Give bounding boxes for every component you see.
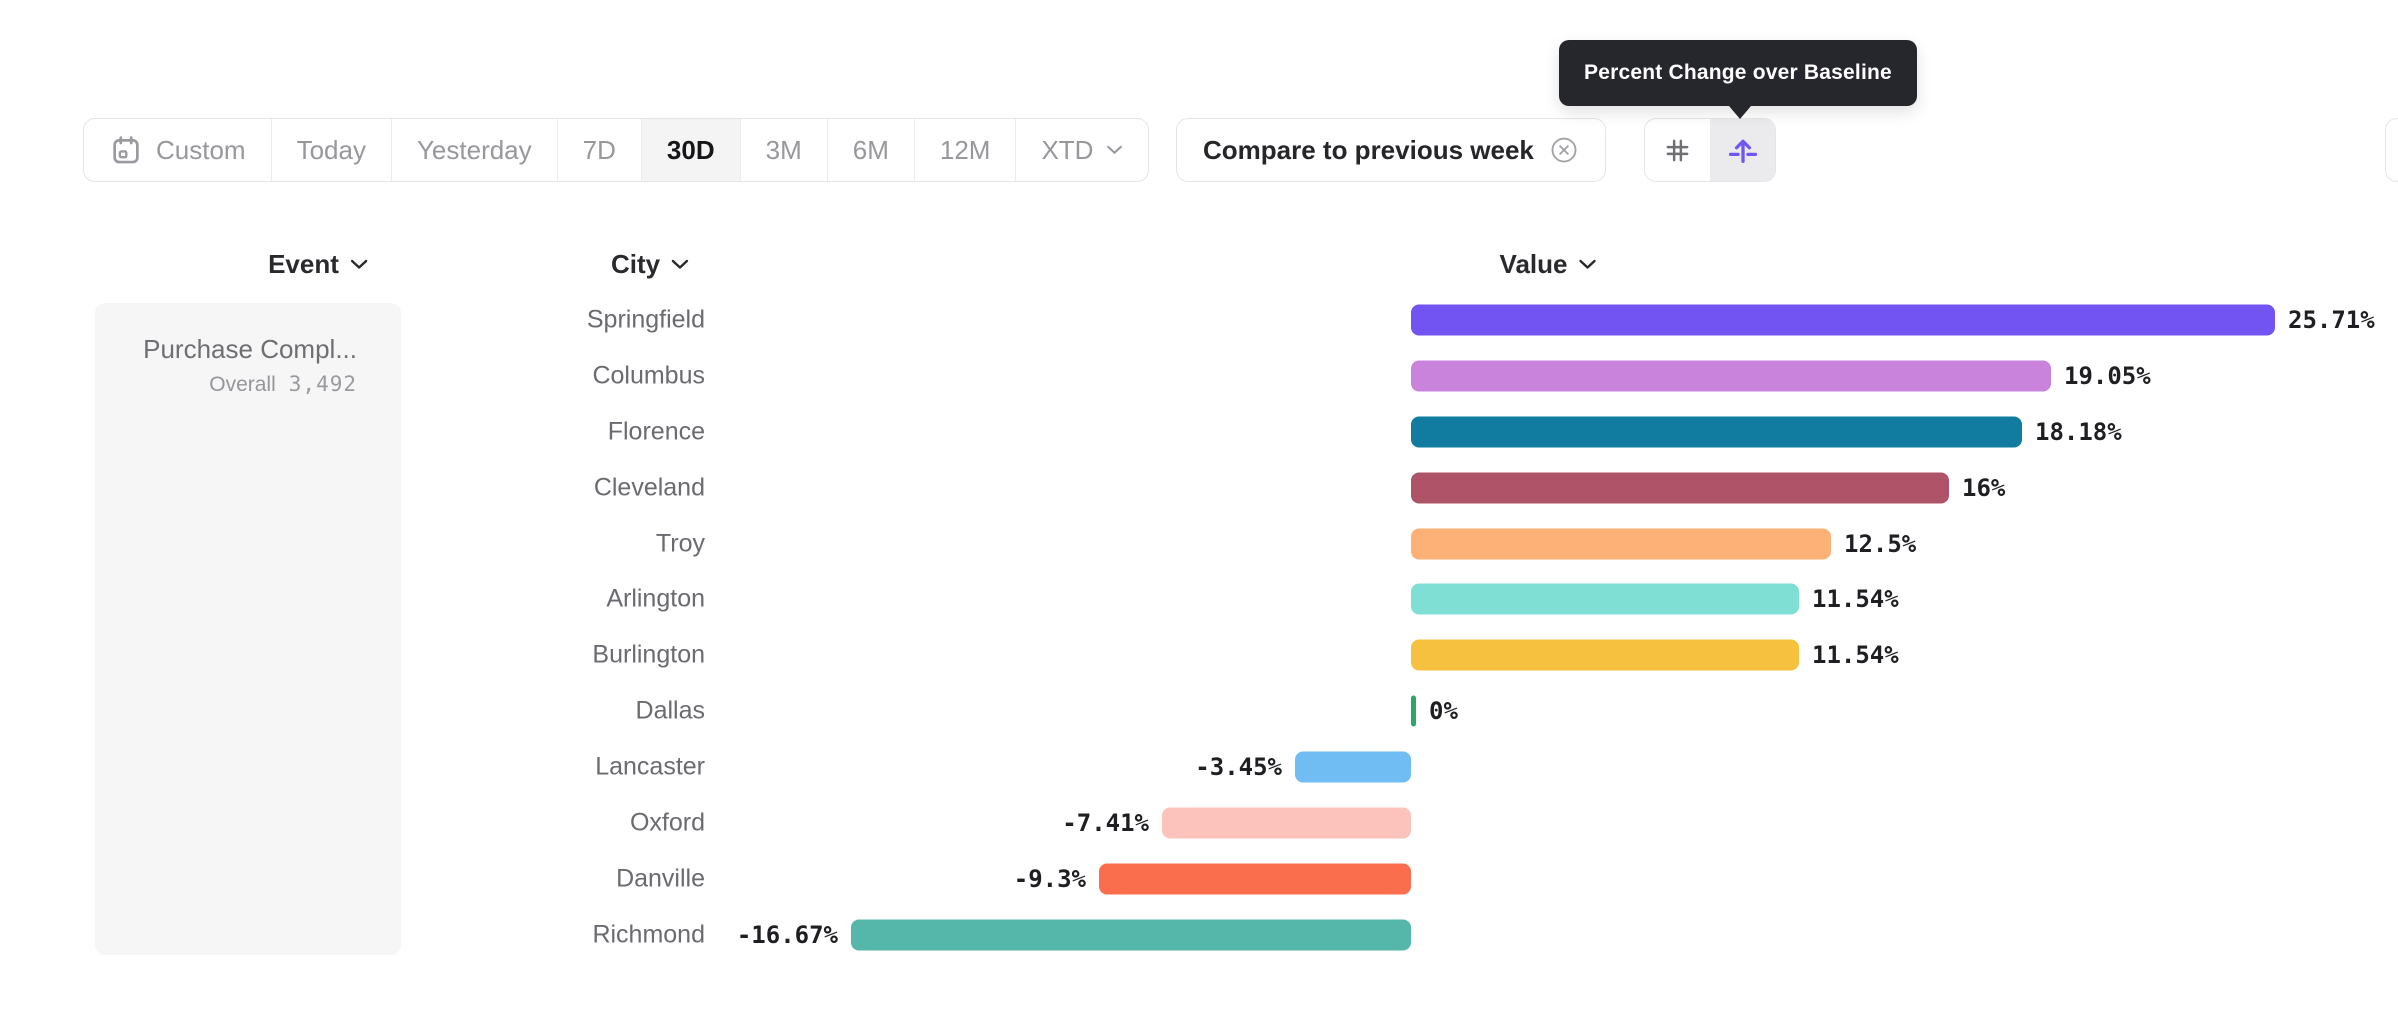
date-range-xtd[interactable]: XTD (1016, 119, 1148, 181)
value-bar[interactable] (1411, 360, 2051, 392)
value-label: -7.41% (1062, 808, 1149, 837)
event-overall-value: 3,492 (288, 372, 357, 397)
value-label: -16.67% (736, 920, 838, 949)
view-toggle-group (1644, 118, 1776, 182)
table-row: Dallas 0% (0, 683, 2398, 739)
table-row: Danville -9.3% (0, 851, 2398, 907)
baseline-arrow-icon (1725, 132, 1761, 168)
city-label: Lancaster (595, 752, 705, 781)
table-row: Cleveland 16% (0, 460, 2398, 516)
baseline-view-toggle[interactable] (1710, 119, 1775, 181)
city-label: Arlington (606, 584, 705, 613)
table-row: Florence 18.18% (0, 404, 2398, 460)
value-label: 11.54% (1812, 641, 1899, 670)
event-overall-label: Overall (209, 373, 276, 397)
tooltip-percent-change: Percent Change over Baseline (1559, 40, 1917, 119)
table-row: Oxford -7.41% (0, 795, 2398, 851)
value-bar[interactable] (1411, 639, 1799, 671)
value-label: 0% (1429, 697, 1458, 726)
compare-label: Compare to previous week (1203, 134, 1534, 165)
value-bar[interactable] (1411, 695, 1416, 727)
date-range-label: 30D (666, 134, 715, 165)
city-label: Columbus (592, 361, 705, 390)
date-range-label: 6M (852, 134, 889, 165)
value-bar[interactable] (1099, 863, 1411, 895)
date-range-12m[interactable]: 12M (915, 119, 1017, 181)
column-header-city[interactable]: City (611, 249, 689, 280)
tooltip-text: Percent Change over Baseline (1584, 61, 1892, 84)
value-bar[interactable] (1162, 807, 1411, 839)
value-bar[interactable] (1411, 304, 2275, 336)
column-header-value[interactable]: Value (1500, 249, 1597, 280)
chevron-down-icon (671, 259, 689, 270)
date-range-30d[interactable]: 30D (641, 119, 741, 181)
table-row: Troy 12.5% (0, 516, 2398, 572)
date-range-label: 3M (765, 134, 802, 165)
date-range-yesterday[interactable]: Yesterday (392, 119, 558, 181)
bar-chart: Springfield 25.71% Columbus 19.05% Florence 1… (0, 292, 2398, 963)
chevron-down-icon (1106, 145, 1123, 155)
date-range-label: Custom (156, 134, 246, 165)
date-range-custom[interactable]: Custom (84, 119, 272, 181)
compare-button[interactable]: Compare to previous week (1176, 118, 1606, 182)
city-label: Cleveland (593, 473, 705, 502)
city-label: Troy (655, 529, 705, 557)
table-row: Arlington 11.54% (0, 571, 2398, 627)
date-range-3m[interactable]: 3M (741, 119, 828, 181)
date-range-label: 12M (939, 134, 991, 165)
grid-view-toggle[interactable] (1645, 119, 1710, 181)
table-row: Lancaster -3.45% (0, 739, 2398, 795)
value-label: 12.5% (1844, 529, 1917, 558)
value-bar[interactable] (1411, 472, 1949, 504)
value-label: -3.45% (1195, 753, 1282, 782)
city-label: Richmond (592, 920, 705, 949)
city-label: Oxford (629, 808, 705, 837)
table-row: Columbus 19.05% (0, 348, 2398, 404)
city-label: Florence (607, 417, 705, 446)
value-label: 11.54% (1812, 585, 1899, 614)
grid-icon (1662, 135, 1693, 166)
edge-partial-button[interactable] (2385, 118, 2398, 182)
table-row: Springfield 25.71% (0, 292, 2398, 348)
value-bar[interactable] (1411, 583, 1799, 615)
column-header-event[interactable]: Event (268, 249, 368, 280)
event-title: Purchase Compl... (143, 334, 357, 364)
city-label: Springfield (586, 305, 705, 334)
date-range-label: XTD (1041, 134, 1094, 165)
city-label: Burlington (592, 640, 705, 669)
event-panel[interactable]: Purchase Compl... Overall 3,492 (95, 303, 401, 955)
city-label: Danville (616, 864, 705, 893)
event-item[interactable]: Purchase Compl... Overall 3,492 (143, 334, 357, 397)
city-label: Dallas (635, 696, 705, 725)
column-header-event-label: Event (268, 249, 339, 279)
calendar-icon (109, 133, 143, 167)
date-range-label: Yesterday (416, 134, 532, 165)
value-bar[interactable] (1295, 751, 1411, 783)
table-row: Richmond -16.67% (0, 907, 2398, 963)
chevron-down-icon (1578, 259, 1596, 270)
date-range-today[interactable]: Today (272, 119, 392, 181)
value-label: 19.05% (2064, 361, 2151, 390)
date-range-picker: Custom Today Yesterday 7D 30D 3M 6M 12M XTD (83, 118, 1150, 182)
date-range-6m[interactable]: 6M (828, 119, 915, 181)
column-header-city-label: City (610, 249, 661, 279)
chevron-down-icon (350, 259, 368, 270)
clear-compare-icon[interactable] (1549, 135, 1579, 165)
value-label: -9.3% (1013, 864, 1086, 893)
value-bar[interactable] (1411, 528, 1831, 559)
value-bar[interactable] (1411, 416, 2022, 448)
date-range-label: 7D (582, 134, 616, 165)
value-bar[interactable] (851, 919, 1411, 951)
value-label: 25.71% (2288, 305, 2375, 334)
column-header-value-label: Value (1499, 249, 1568, 279)
value-label: 18.18% (2035, 417, 2122, 446)
table-row: Burlington 11.54% (0, 627, 2398, 683)
date-range-label: Today (296, 134, 366, 165)
value-label: 16% (1962, 473, 2006, 502)
date-range-7d[interactable]: 7D (558, 119, 642, 181)
